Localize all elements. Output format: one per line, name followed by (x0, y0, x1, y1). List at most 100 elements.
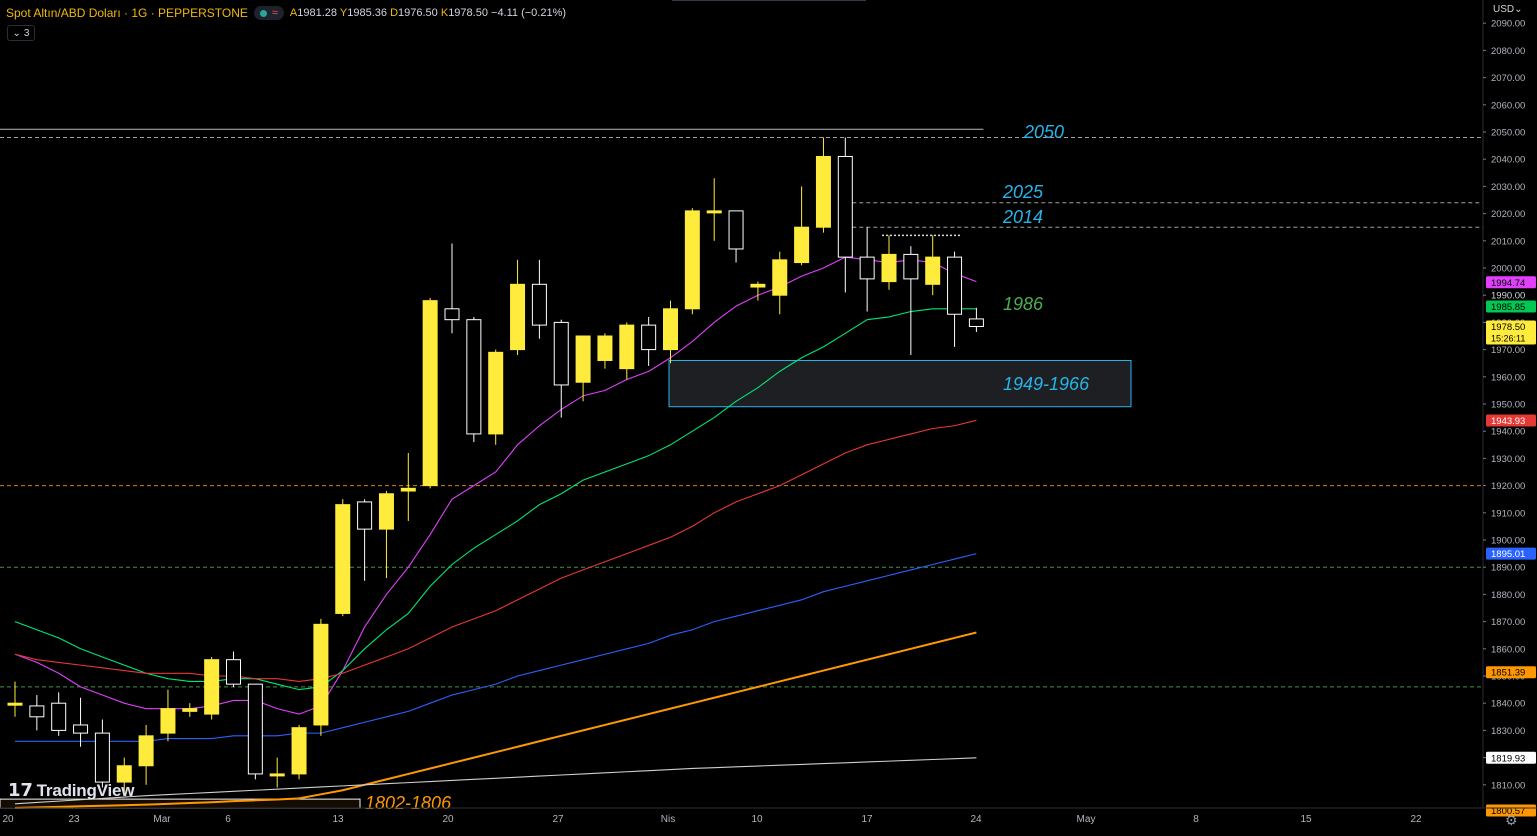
moving-averages (14, 256, 977, 809)
candle-body (510, 283, 526, 351)
candle-body (750, 283, 766, 288)
price-tick-label: 2090.00 (1491, 19, 1525, 30)
time-tick-label: 10 (751, 814, 763, 825)
price-tick-label: 1970.00 (1491, 345, 1525, 356)
candle-body (641, 324, 657, 351)
candle (903, 246, 919, 356)
candle-body (706, 210, 722, 214)
price-tick-label: 1910.00 (1491, 508, 1525, 519)
moving-average-line (14, 757, 977, 805)
price-tick-label: 1810.00 (1491, 780, 1525, 791)
candle-body (728, 210, 744, 250)
time-tick-label: Nis (661, 814, 675, 825)
candle-body (291, 727, 307, 775)
candle-body (684, 210, 700, 310)
candle (466, 316, 482, 443)
moving-average-line (14, 631, 977, 809)
price-badge-label: 1851.39 (1491, 668, 1525, 679)
candle (269, 757, 285, 788)
candle-body (859, 256, 875, 280)
candle (444, 243, 460, 334)
tradingview-watermark: 𝟭𝟳 TradingView (8, 780, 134, 801)
time-tick-label: 20 (2, 814, 14, 825)
candle-body (553, 321, 569, 386)
candle-body (357, 501, 373, 530)
candle-body (422, 300, 438, 487)
candle-body (575, 335, 591, 383)
candle (968, 307, 984, 332)
close-label: K (440, 7, 449, 19)
price-tick-label: 1930.00 (1491, 454, 1525, 465)
candle (138, 724, 154, 785)
candle (378, 491, 394, 579)
candle (160, 689, 176, 742)
moving-average-line (14, 308, 977, 691)
price-badge-label: 1895.01 (1491, 549, 1525, 560)
candle (422, 297, 438, 489)
candle (116, 757, 132, 796)
price-tick-label: 1870.00 (1491, 617, 1525, 628)
candle-body (226, 659, 241, 685)
status-pill[interactable]: ≈ (253, 6, 284, 20)
price-badge (1486, 320, 1536, 345)
level-annotation: 2014 (1002, 207, 1043, 227)
price-badge (1486, 547, 1536, 560)
candle-body (925, 256, 941, 285)
price-badge-label: 1978.50 (1491, 322, 1525, 333)
time-tick-label: 8 (1193, 814, 1199, 825)
price-tick-label: 2060.00 (1491, 100, 1525, 111)
price-tick-label: 1890.00 (1491, 563, 1525, 574)
candle (204, 656, 220, 720)
candle-body (881, 253, 897, 283)
price-tick-label: 2040.00 (1491, 155, 1525, 166)
open-value: 1981.28 (297, 7, 338, 19)
candle (575, 335, 591, 402)
candle-body (313, 623, 329, 726)
candle-body (794, 226, 810, 264)
candle (750, 281, 766, 301)
price-tick-label: 1830.00 (1491, 726, 1525, 737)
time-tick-label: 6 (225, 814, 231, 825)
price-tick-label: 1920.00 (1491, 481, 1525, 492)
candle (641, 316, 657, 366)
candle (837, 137, 853, 293)
time-tick-label: May (1077, 814, 1096, 825)
open-label: A (289, 7, 298, 19)
symbol-title[interactable]: Spot Altın/ABD Doları · 1G · PEPPERSTONE (6, 6, 248, 20)
time-tick-label: 24 (970, 814, 982, 825)
candle (663, 300, 678, 364)
price-tick-label: 1840.00 (1491, 699, 1525, 710)
candle (51, 692, 67, 736)
settings-gear-icon[interactable]: ⚙ (1505, 812, 1518, 828)
candle-body (903, 253, 919, 280)
currency-selector[interactable]: USD⌄ (1493, 4, 1523, 15)
price-tick-label: 2020.00 (1491, 209, 1525, 220)
wave-icon: ≈ (271, 7, 278, 19)
low-label: D (390, 7, 399, 19)
price-badge-label: 1985.85 (1491, 302, 1525, 313)
price-tick-label: 2000.00 (1491, 264, 1525, 275)
candle-body (663, 308, 678, 351)
candle-body (947, 256, 963, 315)
candle (597, 333, 613, 369)
currency-label: USD (1493, 4, 1515, 15)
indicators-toggle[interactable]: ⌄ 3 (7, 25, 35, 41)
time-tick-label: 17 (861, 814, 873, 825)
price-badge (1486, 414, 1536, 427)
price-badge (1486, 751, 1536, 764)
candle-body (182, 708, 198, 712)
moving-average-line (14, 419, 977, 682)
candle-body (597, 335, 613, 361)
candle-body (772, 259, 788, 296)
candle (925, 235, 941, 296)
candle (29, 695, 45, 731)
candle (728, 210, 744, 263)
candle-body (138, 735, 154, 767)
candle (619, 322, 635, 380)
price-tick-label: 1860.00 (1491, 644, 1525, 655)
price-tick-label: 2080.00 (1491, 46, 1525, 57)
close-value: 1978.50 (448, 7, 488, 19)
candle (357, 499, 373, 581)
low-value: 1976.50 (398, 7, 438, 19)
